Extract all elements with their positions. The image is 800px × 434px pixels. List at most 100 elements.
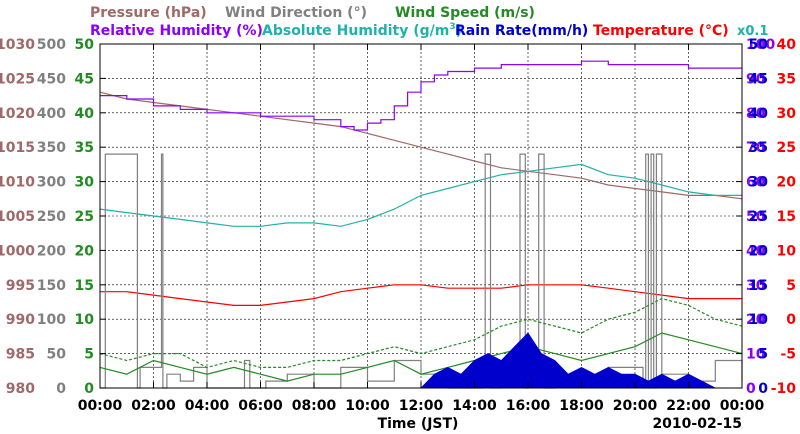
legend-rain-scale: x0.1	[737, 24, 768, 39]
temperature-tick-label: -5	[780, 347, 796, 363]
pressure-tick-label: 990	[6, 312, 35, 328]
wind-direction-tick-label: 450	[37, 71, 66, 87]
legend-absolute-humidity-sup: 3	[449, 22, 455, 32]
pressure-tick-label: 1015	[0, 140, 35, 156]
pressure-tick-label: 1020	[0, 106, 35, 122]
pressure-tick-label: 1000	[0, 243, 35, 259]
temperature-tick-label: 30	[777, 106, 797, 122]
series-wind-direction	[100, 153, 743, 389]
wind-direction-tick-label: 500	[37, 37, 66, 53]
wind-direction-tick-label: 0	[56, 381, 66, 397]
legend-pressure: Pressure (hPa)	[90, 5, 207, 21]
rain-rate-tick-label: 25	[749, 209, 768, 225]
wind-direction-tick-label: 400	[37, 106, 66, 122]
relative-humidity-tick-label: 10	[746, 347, 766, 363]
x-tick-label: 02:00	[131, 398, 176, 414]
relative-humidity-tick-label: 30	[746, 278, 766, 294]
wind-direction-tick-label: 50	[47, 347, 67, 363]
temperature-tick-label: 20	[777, 175, 797, 191]
legend-absolute-humidity-suffix: )	[456, 23, 462, 39]
pressure-tick-label: 985	[6, 347, 35, 363]
wind-speed-tick-label: 35	[75, 140, 94, 156]
rain-rate-tick-label: 5	[758, 347, 768, 363]
relative-humidity-tick-label: 90	[746, 71, 766, 87]
axes: 00:00 02:00 04:00 06:00 08:00 10:00 12:00 14:00…	[0, 37, 796, 414]
wind-direction-tick-label: 300	[37, 175, 66, 191]
temperature-tick-label: 5	[786, 278, 796, 294]
temperature-tick-label: 10	[777, 243, 797, 259]
wind-speed-tick-label: 5	[84, 347, 94, 363]
x-tick-label: 00:00	[720, 398, 765, 414]
relative-humidity-tick-label: 20	[746, 312, 766, 328]
relative-humidity-tick-label: 70	[746, 140, 766, 156]
rain-rate-tick-label: 45	[749, 71, 768, 87]
series-relative-humidity	[100, 60, 742, 131]
relative-humidity-tick-label: 0	[746, 381, 756, 397]
x-tick-label: 00:00	[78, 398, 123, 414]
legend-absolute-humidity-prefix: Absolute Humidity (g/m	[262, 23, 449, 39]
rain-rate-tick-label: 30	[749, 175, 769, 191]
rain-rate-tick-label: 35	[749, 140, 768, 156]
pressure-tick-label: 980	[6, 381, 35, 397]
relative-humidity-tick-label: 80	[746, 106, 766, 122]
legend-relative-humidity: Relative Humidity (%)	[90, 23, 263, 39]
legend-wind-speed: Wind Speed (m/s)	[395, 5, 535, 21]
relative-humidity-tick-label: 40	[746, 243, 766, 259]
series-rain-rate	[100, 332, 742, 389]
temperature-tick-label: 0	[786, 312, 796, 328]
pressure-tick-label: 1030	[0, 37, 35, 53]
series-wind-speed-gust	[99, 297, 743, 369]
wind-direction-tick-label: 250	[37, 209, 66, 225]
legend-absolute-humidity: Absolute Humidity (g/m3)	[262, 22, 462, 39]
x-tick-label: 08:00	[292, 398, 337, 414]
temperature-tick-label: 35	[777, 71, 796, 87]
rain-rate-tick-label: 0	[758, 381, 768, 397]
temperature-tick-label: 40	[777, 37, 797, 53]
legend-wind-direction: Wind Direction (°)	[225, 5, 367, 21]
rain-rate-tick-label: 20	[749, 243, 769, 259]
x-tick-label: 04:00	[185, 398, 230, 414]
temperature-tick-label: 15	[777, 209, 796, 225]
wind-speed-tick-label: 50	[75, 37, 95, 53]
wind-speed-tick-label: 30	[75, 175, 95, 191]
wind-speed-tick-label: 25	[75, 209, 94, 225]
wind-speed-tick-label: 10	[75, 312, 95, 328]
x-tick-label: 20:00	[613, 398, 658, 414]
date-label: 2010-02-15	[652, 416, 742, 432]
rain-rate-tick-label: 40	[749, 106, 769, 122]
x-tick-label: 14:00	[452, 398, 497, 414]
x-tick-label: 10:00	[345, 398, 390, 414]
series-wind-speed	[99, 332, 743, 382]
relative-humidity-tick-label: 50	[746, 209, 766, 225]
rain-rate-tick-label: 50	[749, 37, 769, 53]
x-tick-label: 22:00	[666, 398, 711, 414]
legend-temperature: Temperature (°C)	[593, 23, 729, 39]
x-tick-label: 12:00	[399, 398, 444, 414]
series-layer	[99, 60, 743, 389]
wind-direction-tick-label: 200	[37, 243, 66, 259]
rain-rate-tick-label: 15	[749, 278, 768, 294]
wind-direction-tick-label: 100	[37, 312, 66, 328]
temperature-tick-label: 25	[777, 140, 796, 156]
wind-direction-tick-label: 150	[37, 278, 66, 294]
wind-direction-tick-label: 350	[37, 140, 66, 156]
x-tick-label: 16:00	[506, 398, 551, 414]
wind-speed-tick-label: 20	[75, 243, 95, 259]
x-axis-label: Time (JST)	[378, 416, 459, 432]
pressure-tick-label: 995	[6, 278, 35, 294]
legend-rain-rate: Rain Rate(mm/h)	[455, 23, 588, 39]
x-tick-label: 06:00	[238, 398, 283, 414]
relative-humidity-tick-label: 100	[746, 37, 775, 53]
series-temperature	[100, 284, 742, 306]
series-absolute-humidity	[99, 163, 742, 227]
relative-humidity-tick-label: 60	[746, 175, 766, 191]
pressure-tick-label: 1005	[0, 209, 35, 225]
wind-speed-tick-label: 0	[84, 381, 94, 397]
wind-speed-tick-label: 40	[75, 106, 95, 122]
x-tick-label: 18:00	[559, 398, 604, 414]
temperature-tick-label: -10	[771, 381, 797, 397]
pressure-tick-label: 1010	[0, 175, 35, 191]
pressure-tick-label: 1025	[0, 71, 35, 87]
